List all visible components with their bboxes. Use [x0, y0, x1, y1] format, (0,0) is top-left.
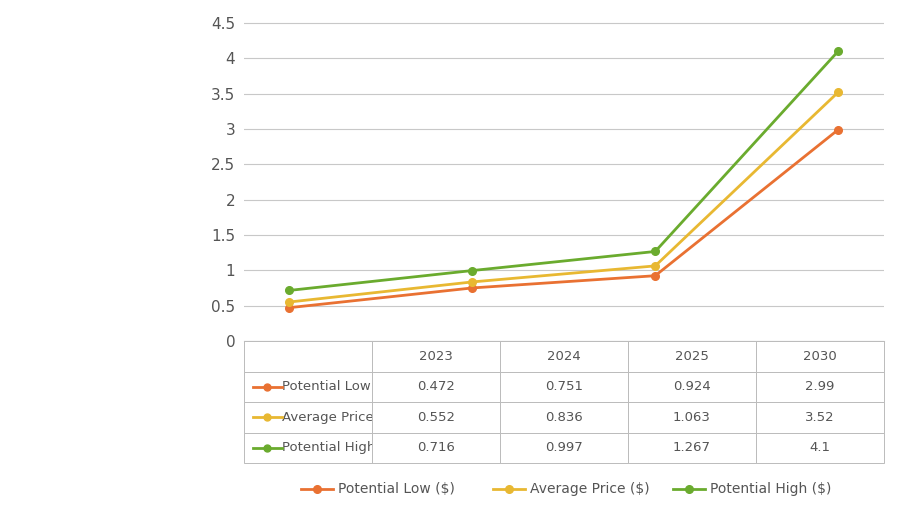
- Potential Low ($): [284, 305, 295, 311]
- Average Price ($): [467, 279, 478, 285]
- Line: Potential High ($): Potential High ($): [285, 47, 842, 294]
- Average Price ($): [284, 299, 295, 305]
- Text: Average Price ($): Average Price ($): [530, 482, 650, 496]
- Potential High ($): [284, 287, 295, 294]
- Average Price ($): [833, 89, 843, 95]
- Potential High ($): [649, 248, 660, 255]
- Potential High ($): [833, 48, 843, 54]
- Line: Average Price ($): Average Price ($): [285, 89, 842, 306]
- Line: Potential Low ($): Potential Low ($): [285, 126, 842, 311]
- Potential Low ($): [649, 272, 660, 279]
- Average Price ($): [649, 263, 660, 269]
- Potential High ($): [467, 267, 478, 274]
- Potential Low ($): [467, 285, 478, 291]
- Text: Potential Low ($): Potential Low ($): [338, 482, 456, 496]
- Potential Low ($): [833, 126, 843, 133]
- Text: Potential High ($): Potential High ($): [710, 482, 831, 496]
